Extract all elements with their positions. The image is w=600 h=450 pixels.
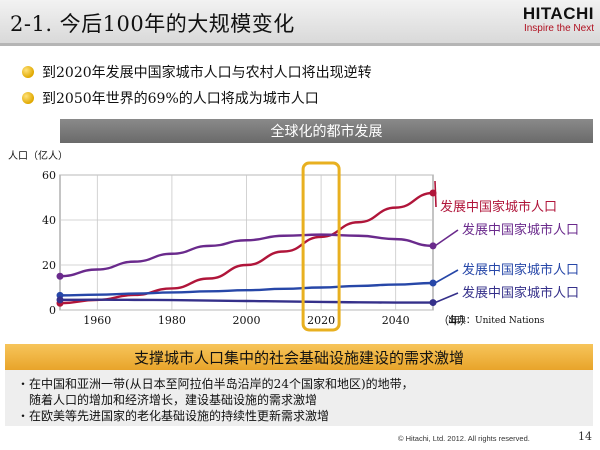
series-label-arrow — [434, 229, 459, 247]
series-end-point — [429, 299, 437, 307]
logo-tagline: Inspire the Next — [523, 23, 594, 34]
series-start-point — [56, 296, 64, 304]
series-label: 发展中国家城市人口 — [462, 285, 579, 301]
y-axis-label: 人口（亿人） — [8, 149, 68, 162]
y-tick-label: 20 — [42, 259, 56, 272]
series-label: 发展中国家城市人口 — [440, 199, 557, 215]
x-tick-label: 1960 — [83, 314, 111, 327]
slide-header: 2-1. 今后100年的大规模变化 HITACHI Inspire the Ne… — [0, 0, 600, 46]
series-label: 发展中国家城市人口 — [462, 262, 579, 278]
demand-line: ・在欧美等先进国家的老化基础设施的持续性更新需求激增 — [17, 409, 330, 423]
x-tick-label: 2040 — [382, 314, 410, 327]
demand-banner: 支撑城市人口集中的社会基础设施建设的需求激增 — [5, 344, 593, 370]
series-line — [59, 191, 434, 305]
series-end-point — [429, 242, 437, 250]
y-tick-label: 40 — [42, 214, 56, 227]
page-number: 14 — [578, 430, 592, 443]
series-line — [59, 233, 434, 278]
series-line — [59, 298, 433, 304]
series-end-point — [429, 279, 437, 287]
logo-word: HITACHI — [522, 4, 594, 23]
series-label-arrow — [434, 180, 437, 208]
demand-box: ・在中国和亚洲一带(从日本至阿拉伯半岛沿岸的24个国家和地区)的地带， 随着人口… — [5, 370, 593, 426]
bullet-dot-icon — [22, 66, 34, 78]
series-label-arrow — [434, 269, 459, 284]
highlight-box-2020 — [301, 161, 341, 332]
bullet-text: 到2050年世界的69%的人口将成为城市人口 — [42, 91, 319, 107]
x-axis-label: （年） — [438, 313, 471, 327]
series-label-arrow — [434, 292, 459, 304]
bullet-item: 到2050年世界的69%的人口将成为城市人口 — [22, 87, 319, 109]
demand-line: ・在中国和亚洲一带(从日本至阿拉伯半岛沿岸的24个国家和地区)的地带， — [17, 377, 414, 391]
bullet-item: 到2020年发展中国家城市人口与农村人口将出现逆转 — [22, 61, 372, 83]
series-line — [59, 281, 434, 297]
demand-line: 随着人口的增加和经济增长，建设基础设施的需求激增 — [17, 393, 318, 407]
x-tick-label: 1980 — [158, 314, 186, 327]
slide-title: 2-1. 今后100年的大规模变化 — [10, 12, 295, 36]
y-tick-label: 60 — [42, 169, 56, 182]
chart-title-banner: 全球化的都市发展 — [60, 119, 593, 143]
y-tick-label: 0 — [49, 304, 56, 317]
hitachi-logo: HITACHI Inspire the Next — [523, 5, 594, 35]
source-note: 出典：United Nations — [448, 316, 545, 326]
bullet-dot-icon — [22, 92, 34, 104]
copyright: © Hitachi, Ltd. 2012. All rights reserve… — [398, 434, 530, 443]
series-start-point — [56, 272, 64, 280]
x-tick-label: 2020 — [307, 314, 335, 327]
bullet-text: 到2020年发展中国家城市人口与农村人口将出现逆转 — [42, 65, 372, 81]
x-tick-label: 2000 — [233, 314, 261, 327]
series-label: 发展中国家城市人口 — [462, 222, 579, 238]
